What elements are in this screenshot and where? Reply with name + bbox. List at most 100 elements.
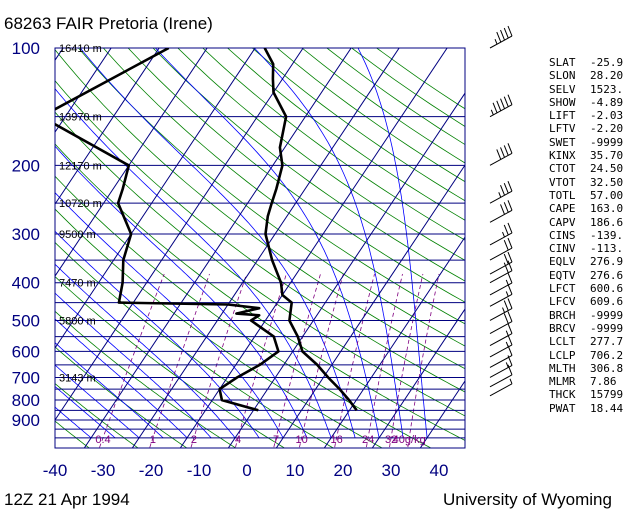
observation-time: 12Z 21 Apr 1994: [4, 490, 130, 509]
index-value: 35.70: [590, 149, 624, 163]
wind-barbs: [489, 25, 513, 397]
isotherm-line: [55, 48, 256, 349]
stability-indices: SLAT -25.9 SLON 28.20 SELV 1523. SHOW -4.89 LIFT…: [549, 56, 632, 415]
dry-adiabat-line: [55, 80, 465, 393]
dry-adiabat-line: [55, 241, 335, 448]
wind-barb: [489, 251, 513, 275]
index-key: PWAT: [549, 401, 576, 415]
wind-barb: [489, 260, 513, 284]
index-value: -25.9: [590, 56, 624, 69]
index-key: SWET: [549, 135, 576, 149]
wind-barb: [489, 323, 513, 347]
index-value: 32.50: [590, 175, 624, 189]
dry-adiabat-line: [55, 382, 139, 448]
isotherm-line: [179, 48, 448, 448]
index-row: EQTV 276.6: [549, 269, 632, 282]
index-row: SLON 28.20: [549, 69, 632, 82]
isotherm-line: [227, 92, 465, 448]
wind-barb: [489, 25, 513, 49]
mixing-ratio-label: 24: [362, 434, 374, 446]
dry-adiabat-line: [177, 48, 465, 261]
index-row: SWET -9999: [549, 136, 632, 149]
pressure-tick-label: 800: [12, 391, 40, 410]
height-label: 5800 m: [59, 316, 96, 328]
height-label: 7470 m: [59, 278, 96, 290]
temperature-tick-label: -20: [139, 461, 164, 480]
index-value: -4.89: [590, 95, 624, 109]
height-label: 13970 m: [59, 112, 102, 124]
dry-adiabat-line: [77, 48, 465, 347]
index-value: 24.50: [590, 162, 624, 176]
wind-barb: [489, 237, 513, 261]
height-label: 3143 m: [59, 373, 96, 385]
index-key: LFTV: [549, 122, 576, 136]
index-key: CAPE: [549, 202, 576, 216]
index-key: LIFT: [549, 109, 576, 123]
mixing-ratio-label: 0.4: [95, 434, 110, 446]
index-key: CINV: [549, 242, 576, 256]
wind-barb: [489, 364, 513, 388]
mixing-ratio-label: 2: [191, 434, 197, 446]
wind-barb: [489, 222, 513, 246]
mixing-ratio-line: [388, 273, 424, 448]
index-row: PWAT 18.44: [549, 402, 632, 415]
isotherm-line: [83, 48, 352, 448]
moist-adiabat-line: [55, 342, 164, 439]
index-key: VTOT: [549, 175, 576, 189]
index-row: THCK 15799: [549, 388, 632, 401]
isotherm-line: [55, 48, 208, 277]
index-row: LFCV 609.6: [549, 295, 632, 308]
index-value: -2.20: [590, 122, 624, 136]
index-key: CTOT: [549, 162, 576, 176]
index-row: EQLV 276.9: [549, 255, 632, 268]
isotherms: [55, 48, 465, 448]
index-row: CINS -139.: [549, 229, 632, 242]
plot-frame: [54, 47, 466, 449]
index-key: LCLT: [549, 335, 576, 349]
index-value: 609.6: [590, 295, 624, 309]
height-label: 9500 m: [59, 229, 96, 241]
dry-adiabat-line: [226, 48, 465, 221]
dry-adiabat-line: [127, 48, 465, 303]
dry-adiabat-line: [55, 275, 286, 448]
pressure-tick-label: 500: [12, 312, 40, 331]
dry-adiabat-line: [102, 48, 465, 325]
index-value: 600.6: [590, 282, 624, 296]
temperature-tick-label: 20: [334, 461, 353, 480]
index-value: -9999: [590, 135, 624, 149]
index-row: BRCV -9999: [549, 322, 632, 335]
index-row: LCLT 277.7: [549, 335, 632, 348]
index-value: 306.8: [590, 361, 624, 375]
index-key: KINX: [549, 149, 576, 163]
index-value: 706.2: [590, 348, 624, 362]
dry-adiabat-line: [55, 420, 90, 448]
moist-adiabat-line: [79, 48, 356, 438]
index-key: LFCT: [549, 282, 576, 296]
mixing-ratio-line: [98, 273, 165, 448]
index-value: -113.: [590, 242, 624, 256]
moist-adiabat-line: [55, 192, 284, 439]
isotherm-line: [131, 48, 400, 448]
temperature-tick-label: 0: [242, 461, 251, 480]
temperature-tick-label: 30: [382, 461, 401, 480]
isotherm-line: [55, 48, 160, 206]
pressure-tick-label: 100: [12, 39, 40, 58]
wind-barb: [489, 180, 513, 204]
index-row: CAPE 163.0: [549, 202, 632, 215]
temperature-tick-label: 10: [286, 461, 305, 480]
index-key: BRCV: [549, 321, 576, 335]
mixing-ratio-label: 16: [330, 434, 342, 446]
height-label: 10720 m: [59, 198, 102, 210]
index-key: EQTV: [549, 268, 576, 282]
index-row: LFTV -2.20: [549, 122, 632, 135]
moist-adiabat-line: [55, 406, 92, 439]
chart-title: 68263 FAIR Pretoria (Irene): [4, 14, 213, 33]
index-value: 57.00: [590, 188, 624, 202]
wind-barb: [489, 143, 513, 166]
isotherm-line: [55, 48, 112, 134]
mixing-ratio-label: 40g/kg: [393, 434, 426, 446]
index-value: 276.9: [590, 255, 624, 269]
dewpoint-profile-line: [55, 48, 280, 412]
